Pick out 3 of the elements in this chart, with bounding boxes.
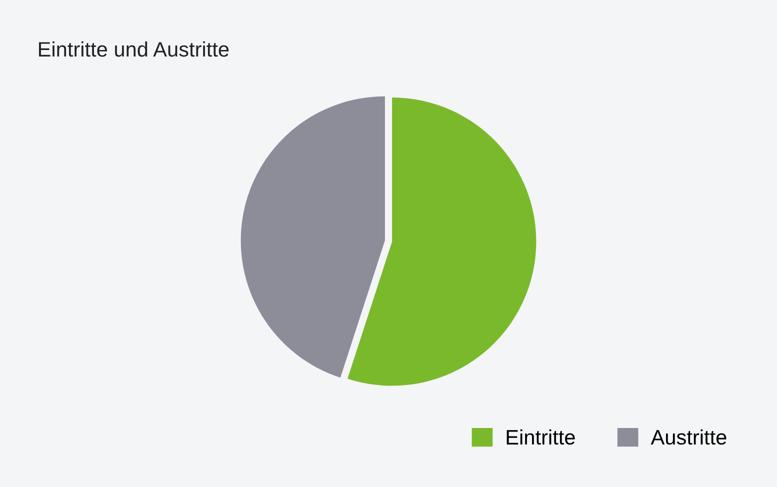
legend-label: Austritte [650,429,726,445]
legend-label: Eintritte [506,429,575,445]
chart-title: Eintritte und Austritte [39,41,229,57]
